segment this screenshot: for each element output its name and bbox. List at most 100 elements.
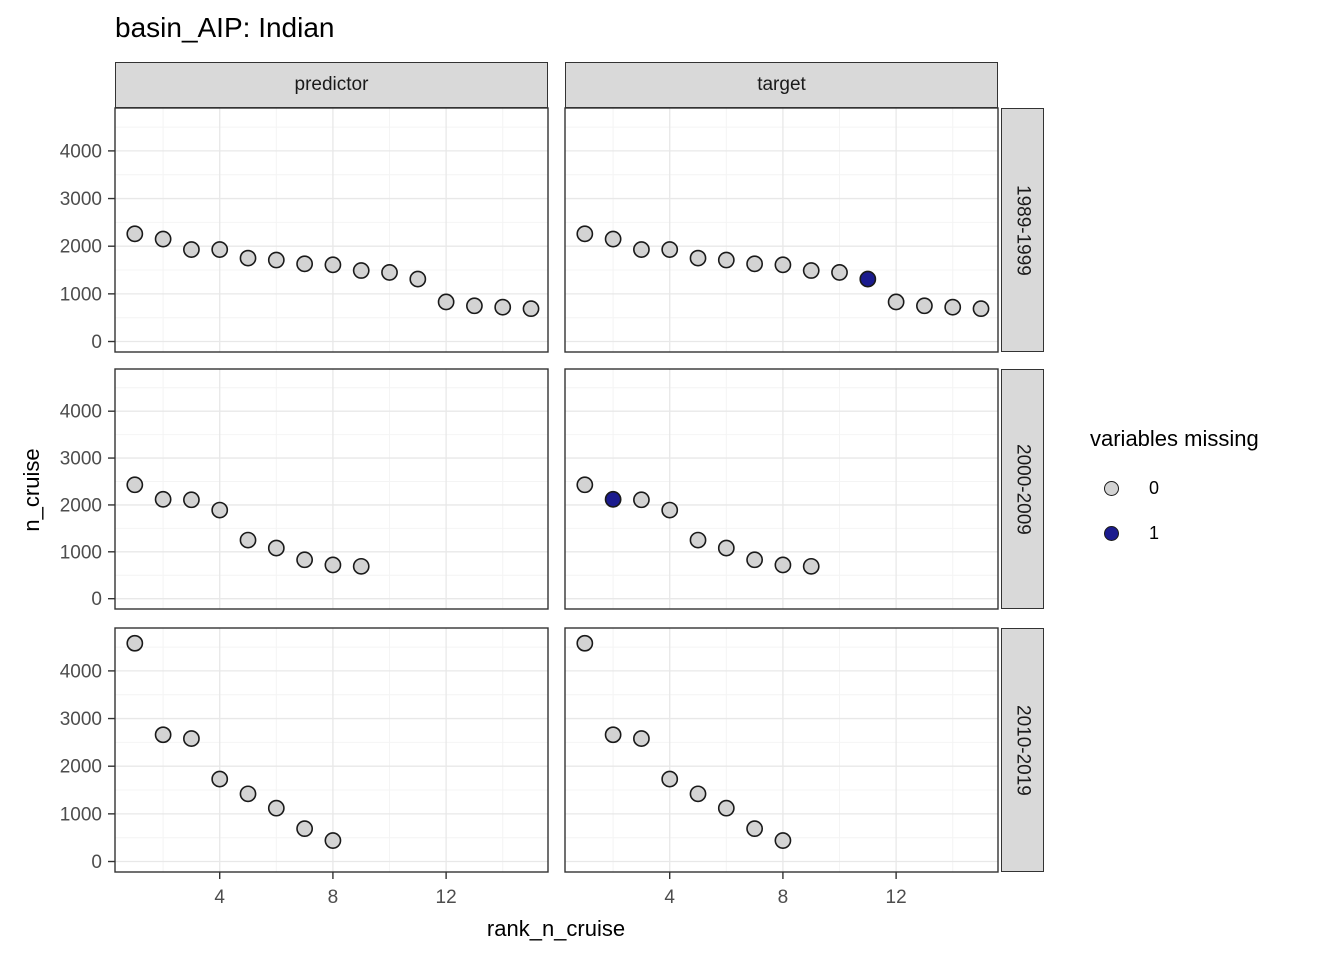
y-tick-label: 4000: [60, 402, 102, 423]
y-tick-label: 0: [91, 332, 102, 353]
data-point: [944, 298, 962, 316]
panel-background: [115, 108, 548, 352]
data-point: [183, 241, 200, 258]
legend-item-label: 0: [1149, 478, 1160, 498]
data-point: [239, 249, 257, 267]
x-tick-label: 12: [436, 887, 457, 908]
panel-background: [565, 108, 998, 352]
data-point: [437, 293, 455, 311]
legend-item-1: 1: [1090, 511, 1340, 556]
data-point: [717, 799, 735, 817]
facet-row-strip-2010-2019: 2010-2019: [1001, 628, 1044, 872]
panel-border: [114, 627, 549, 873]
panel-background: [115, 628, 548, 872]
data-point: [126, 225, 144, 243]
facet-row-strip-1989-1999: 1989-1999: [1001, 108, 1044, 352]
data-point: [267, 539, 285, 557]
data-point: [689, 785, 707, 803]
data-point: [604, 490, 622, 508]
data-point: [154, 726, 172, 744]
data-point: [522, 300, 540, 318]
y-tick-label: 2000: [60, 495, 102, 516]
data-point: [296, 551, 314, 569]
facet-col-strip-predictor: predictor: [115, 62, 548, 108]
legend: variables missing 0 1: [1090, 426, 1340, 556]
facet-row-strip-2000-2009: 2000-2009: [1001, 369, 1044, 609]
data-point: [633, 730, 650, 747]
y-tick-label: 4000: [60, 141, 102, 162]
data-point: [296, 820, 314, 838]
data-point: [154, 230, 172, 248]
data-point: [239, 531, 257, 549]
data-point: [183, 730, 200, 747]
y-tick-label: 3000: [60, 709, 102, 730]
y-tick-label: 1000: [60, 804, 102, 825]
facet-col-strip-label: target: [757, 74, 806, 95]
data-point: [352, 262, 370, 279]
data-point: [183, 491, 200, 509]
legend-key-circle-0: [1104, 481, 1119, 496]
data-point: [802, 262, 820, 279]
data-point: [576, 634, 594, 652]
data-point: [296, 255, 314, 273]
data-point: [324, 256, 342, 274]
data-point: [211, 770, 229, 788]
data-point: [774, 556, 792, 574]
data-point: [633, 241, 650, 258]
plot-title: basin_AIP: Indian: [115, 12, 335, 43]
data-point: [576, 225, 594, 243]
x-tick-label: 4: [214, 887, 225, 908]
panel-border: [114, 107, 549, 353]
panel-border: [564, 627, 999, 873]
data-point: [126, 634, 144, 652]
panel-background: [565, 628, 998, 872]
data-point: [211, 501, 229, 519]
panel-border: [114, 368, 549, 610]
facet-row-strip-label: 2010-2019: [1012, 704, 1034, 796]
data-point: [324, 832, 342, 849]
data-point: [717, 539, 735, 557]
facet-row-strip-label: 2000-2009: [1012, 443, 1034, 535]
y-tick-label: 2000: [60, 757, 102, 778]
data-point: [239, 785, 257, 803]
data-point: [604, 230, 622, 248]
data-point: [774, 832, 792, 849]
data-point: [774, 256, 792, 274]
data-point: [352, 557, 370, 575]
y-tick-label: 0: [91, 852, 102, 873]
x-tick-label: 4: [664, 887, 675, 908]
data-point: [576, 476, 594, 494]
facet-row-strip-label: 1989-1999: [1012, 184, 1034, 276]
x-tick-label: 8: [778, 887, 789, 908]
data-point: [689, 531, 707, 549]
x-axis-title: rank_n_cruise: [486, 916, 626, 941]
data-point: [916, 297, 933, 315]
x-tick-label: 12: [886, 887, 907, 908]
legend-item-0: 0: [1090, 466, 1340, 511]
data-point: [267, 799, 285, 817]
y-tick-label: 1000: [60, 284, 102, 305]
panel-border: [564, 107, 999, 353]
data-point: [972, 300, 990, 318]
data-point: [267, 251, 285, 269]
data-point: [409, 270, 427, 288]
data-point: [466, 297, 483, 315]
data-point: [381, 264, 398, 281]
data-point: [661, 770, 679, 788]
facet-col-strip-label: predictor: [294, 74, 369, 95]
data-point: [717, 251, 735, 269]
data-point: [831, 264, 848, 281]
y-tick-label: 3000: [60, 189, 102, 210]
data-point: [126, 476, 144, 494]
data-point: [746, 820, 764, 838]
data-point: [494, 298, 512, 316]
data-point: [802, 557, 820, 575]
data-point: [689, 249, 707, 267]
y-tick-label: 1000: [60, 542, 102, 563]
legend-key-circle-1: [1104, 526, 1119, 541]
data-point: [211, 241, 229, 258]
data-point: [661, 241, 679, 258]
y-tick-label: 4000: [60, 661, 102, 682]
data-point: [154, 490, 172, 508]
